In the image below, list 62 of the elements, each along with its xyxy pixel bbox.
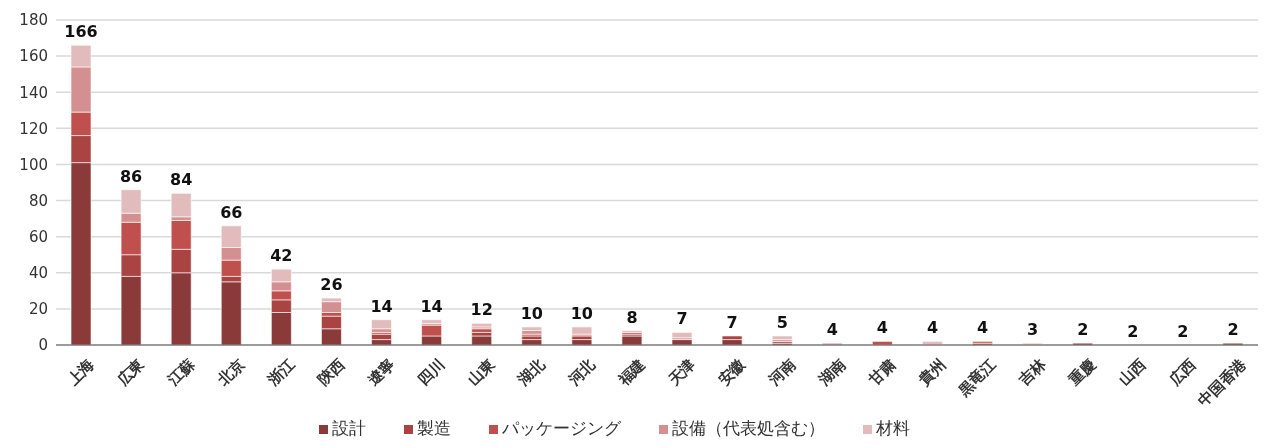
- total-label: 4: [926, 318, 939, 338]
- x-tick-label: 甘粛: [864, 355, 900, 390]
- y-tick-label: 60: [28, 227, 48, 246]
- y-tick-label: 0: [38, 336, 48, 355]
- x-tick-label: 安徽: [714, 354, 750, 389]
- total-label: 26: [320, 275, 343, 295]
- x-tick-label: 湖南: [814, 355, 850, 390]
- legend-label: 材料: [875, 418, 910, 438]
- x-tick-label: 吉林: [1014, 354, 1051, 390]
- x-tick-label: 上海: [63, 355, 98, 390]
- x-tick-label: 遼寧: [364, 355, 399, 389]
- x-tick-label: 陝西: [314, 355, 349, 389]
- x-tick-label: 四川: [414, 355, 449, 389]
- x-tick-label: 広東: [113, 354, 149, 390]
- total-label: 2: [1077, 320, 1089, 340]
- total-label: 66: [220, 202, 243, 222]
- y-tick-label: 40: [28, 264, 48, 283]
- legend-label: 設計: [331, 418, 366, 438]
- total-label: 3: [1027, 320, 1039, 340]
- total-label: 2: [1227, 320, 1239, 340]
- total-label: 86: [119, 166, 143, 186]
- total-label: 5: [776, 312, 788, 332]
- x-tick-label: 福建: [614, 355, 649, 390]
- x-tick-label: 黒竜江: [954, 355, 1000, 401]
- total-label: 8: [626, 307, 638, 327]
- total-label: 42: [270, 246, 293, 266]
- y-tick-label: 140: [19, 83, 48, 102]
- y-tick-label: 160: [19, 47, 48, 66]
- legend-label: 設備（代表処含む）: [671, 418, 825, 438]
- legend-label: パッケージング: [501, 418, 621, 438]
- y-tick-label: 120: [19, 119, 48, 138]
- total-label: 12: [470, 300, 493, 320]
- x-tick-label: 河北: [563, 354, 600, 390]
- total-label: 4: [976, 318, 989, 338]
- total-label: 7: [676, 309, 688, 329]
- y-tick-label: 80: [28, 191, 48, 210]
- total-label: 2: [1127, 322, 1139, 341]
- x-tick-label: 山東: [464, 354, 500, 389]
- x-tick-label: 重慶: [1064, 355, 1100, 390]
- y-tick-label: 180: [19, 11, 48, 30]
- x-tick-label: 江蘇: [163, 354, 199, 390]
- x-tick-label: 天津: [664, 355, 699, 390]
- y-tick-label: 100: [19, 155, 48, 174]
- total-label: 84: [170, 170, 193, 190]
- total-label: 7: [726, 312, 738, 332]
- total-label: 14: [420, 296, 443, 316]
- total-label: 4: [826, 320, 838, 340]
- total-label: 10: [570, 303, 594, 323]
- total-label: 10: [520, 303, 543, 323]
- x-tick-label: 山西: [1115, 355, 1150, 389]
- y-tick-label: 20: [28, 300, 48, 319]
- total-label: 14: [370, 296, 393, 316]
- total-label: 4: [876, 318, 888, 338]
- total-label: 2: [1177, 322, 1189, 341]
- x-tick-label: 湖北: [513, 354, 550, 390]
- x-tick-label: 浙江: [263, 355, 299, 390]
- legend-label: 製造: [416, 418, 451, 438]
- x-tick-label: 貴州: [914, 355, 950, 390]
- x-tick-label: 北京: [213, 355, 249, 390]
- x-tick-label: 広西: [1164, 355, 1200, 390]
- x-tick-label: 河南: [764, 355, 799, 390]
- total-label: 166: [64, 22, 98, 42]
